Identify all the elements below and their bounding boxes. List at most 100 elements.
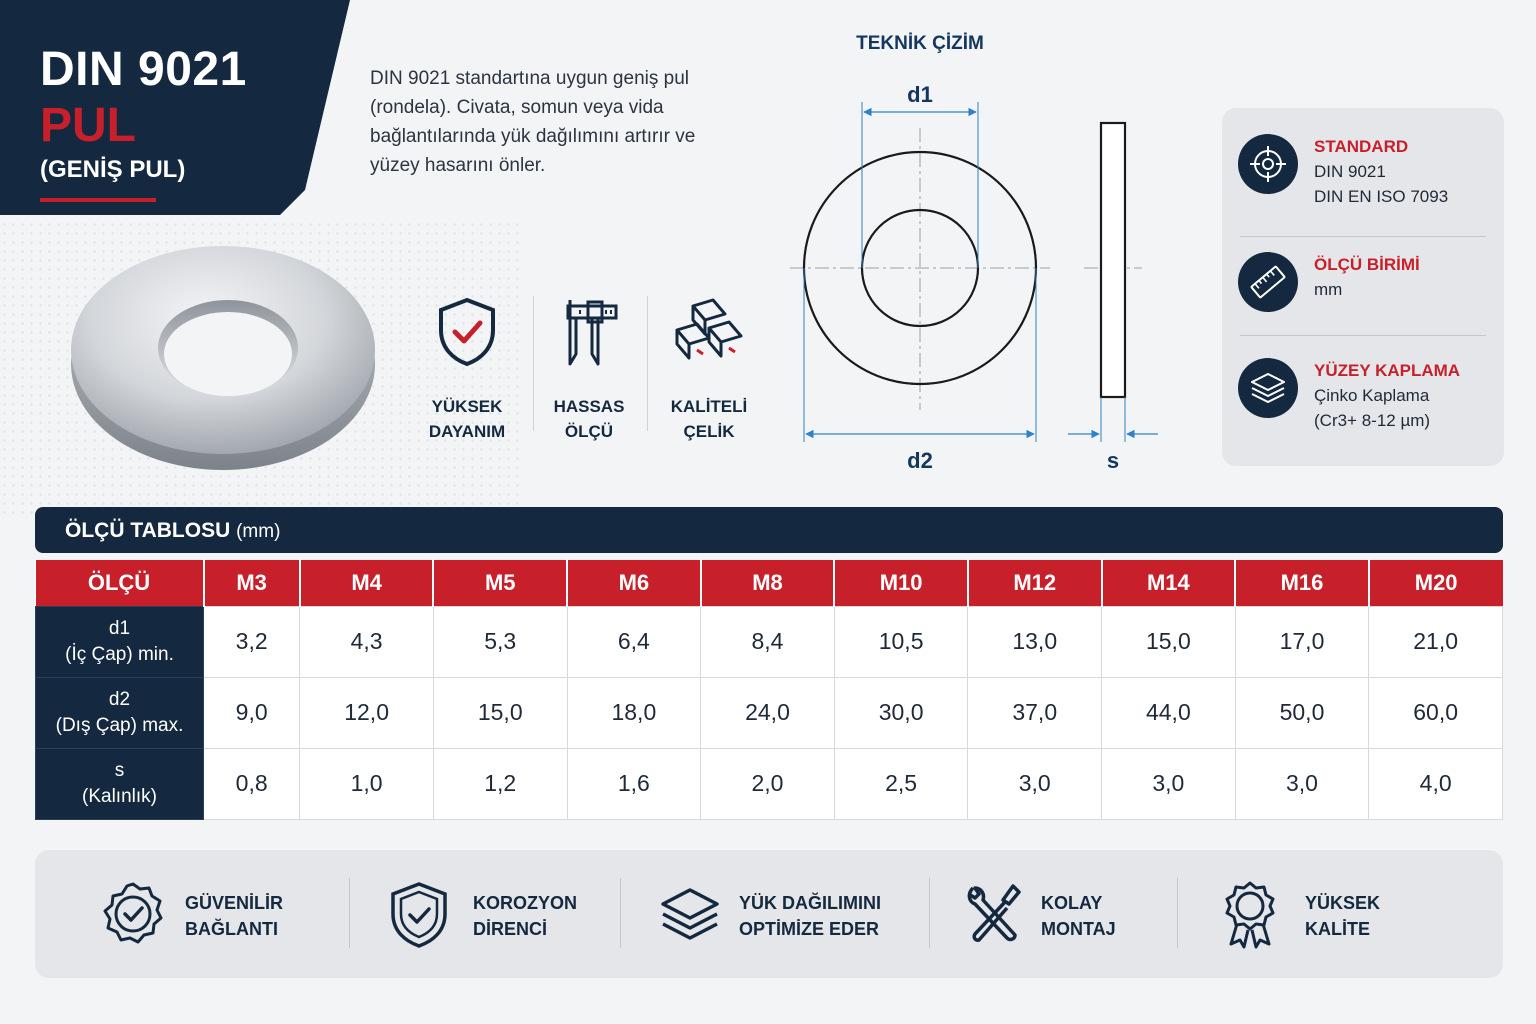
table-cell: 21,0 bbox=[1368, 605, 1503, 678]
layers-icon bbox=[1238, 358, 1298, 418]
info-card: STANDARD DIN 9021 DIN EN ISO 7093 ÖLÇÜ B… bbox=[1222, 108, 1504, 466]
table-cell: 3,0 bbox=[1101, 747, 1236, 820]
info-divider bbox=[1240, 335, 1486, 336]
size-table-header: ÖLÇÜ TABLOSU (mm) bbox=[35, 507, 1503, 553]
row-label: d2 (Dış Çap) max. bbox=[35, 676, 204, 749]
row-label: s (Kalınlık) bbox=[35, 747, 204, 820]
shield-check-icon bbox=[439, 297, 495, 367]
table-cell: 44,0 bbox=[1101, 676, 1236, 749]
feature-label-line1: HASSAS bbox=[553, 397, 625, 416]
dim-d2-label: d2 bbox=[907, 448, 933, 473]
dim-d1-label: d1 bbox=[907, 82, 933, 107]
table-row: d2 (Dış Çap) max. 9,0 12,0 15,0 18,0 24,0… bbox=[35, 676, 1503, 749]
info-standard-head: STANDARD bbox=[1314, 137, 1409, 156]
intro-text: DIN 9021 standartına uygun geniş pul (ro… bbox=[370, 68, 696, 176]
info-standard-line1: DIN 9021 bbox=[1314, 162, 1386, 181]
table-cell: 1,2 bbox=[432, 747, 568, 820]
table-cell: 37,0 bbox=[967, 676, 1103, 749]
row-label-desc: (Dış Çap) max. bbox=[55, 714, 184, 736]
table-column-header: M16 bbox=[1235, 560, 1370, 606]
washer-image bbox=[71, 246, 375, 470]
feature-label-line2: ÇELİK bbox=[683, 422, 735, 441]
feature-quality-steel: KALİTELİ ÇELİK bbox=[654, 296, 764, 444]
table-cell: 8,4 bbox=[700, 605, 835, 678]
table-cell: 1,6 bbox=[566, 747, 702, 820]
target-icon bbox=[1238, 134, 1298, 194]
table-cell: 0,8 bbox=[202, 747, 301, 820]
benefits-bar: GÜVENİLİR BAĞLANTI KOROZYON DİRENCİ YÜK DA… bbox=[35, 850, 1503, 978]
benefit-line2: BAĞLANTI bbox=[185, 919, 278, 939]
feature-precision: HASSAS ÖLÇÜ bbox=[534, 296, 644, 444]
row-label-desc: (İç Çap) min. bbox=[65, 643, 174, 665]
table-cell: 50,0 bbox=[1234, 676, 1370, 749]
table-column-header: M6 bbox=[567, 560, 702, 606]
table-cell: 4,0 bbox=[1368, 747, 1503, 820]
info-standard-line2: DIN EN ISO 7093 bbox=[1314, 187, 1449, 206]
table-column-header: M4 bbox=[299, 560, 435, 606]
table-column-header: M20 bbox=[1368, 560, 1503, 606]
size-table-unit: (mm) bbox=[236, 521, 281, 542]
table-cell: 24,0 bbox=[700, 676, 835, 749]
technical-drawing: d1 d2 s bbox=[790, 82, 1158, 473]
table-column-header: M8 bbox=[700, 560, 836, 606]
benefit-line1: GÜVENİLİR bbox=[185, 893, 284, 913]
size-table: ÖLÇÜ M3 M4 M5 M6 M8 M10 M12 M14 M16 M20 … bbox=[35, 560, 1503, 820]
table-cell: 18,0 bbox=[566, 676, 702, 749]
table-cell: 12,0 bbox=[299, 676, 434, 749]
size-table-title: ÖLÇÜ TABLOSU bbox=[65, 519, 231, 542]
info-coating-line2: (Cr3+ 8-12 µm) bbox=[1314, 411, 1431, 430]
row-label-symbol: d1 bbox=[108, 617, 131, 639]
table-column-header: M5 bbox=[433, 560, 569, 606]
row-label: d1 (İç Çap) min. bbox=[35, 605, 204, 678]
table-column-header: M3 bbox=[203, 560, 301, 606]
steel-bars-icon bbox=[675, 298, 743, 360]
feature-label-line2: ÖLÇÜ bbox=[564, 422, 614, 441]
table-row: s (Kalınlık) 0,8 1,0 1,2 1,6 2,0 2,5 3,0 … bbox=[35, 747, 1503, 820]
table-header-row: ÖLÇÜ M3 M4 M5 M6 M8 M10 M12 M14 M16 M20 bbox=[35, 560, 1503, 606]
technical-drawing-title: TEKNİK ÇİZİM bbox=[856, 33, 984, 54]
shield-check-icon bbox=[391, 882, 447, 948]
table-cell: 3,0 bbox=[1234, 747, 1370, 820]
row-label-desc: (Kalınlık) bbox=[82, 785, 157, 807]
table-cell: 2,0 bbox=[700, 747, 835, 820]
table-cell: 2,5 bbox=[833, 747, 969, 820]
feature-divider bbox=[533, 296, 534, 431]
feature-strength: YÜKSEK DAYANIM bbox=[412, 296, 522, 444]
benefit-divider bbox=[1177, 878, 1178, 948]
table-cell: 60,0 bbox=[1368, 676, 1503, 749]
table-cell: 3,2 bbox=[202, 605, 301, 678]
table-corner-cell: ÖLÇÜ bbox=[35, 560, 205, 606]
badge-check-icon bbox=[103, 882, 163, 944]
feature-divider bbox=[647, 296, 648, 431]
table-cell: 6,4 bbox=[566, 605, 702, 678]
benefit-line1: KOLAY bbox=[1041, 893, 1103, 913]
layers-icon bbox=[661, 888, 719, 940]
info-unit-line1: mm bbox=[1314, 280, 1343, 299]
table-cell: 13,0 bbox=[967, 605, 1103, 678]
page-title: DIN 9021 bbox=[40, 43, 247, 96]
table-cell: 15,0 bbox=[1101, 605, 1236, 678]
info-unit-head: ÖLÇÜ BİRİMİ bbox=[1314, 255, 1420, 274]
benefit-divider bbox=[349, 878, 350, 948]
ruler-icon bbox=[1238, 252, 1298, 312]
benefit-line1: YÜKSEK bbox=[1305, 893, 1381, 913]
caliper-icon bbox=[566, 300, 618, 366]
table-cell: 4,3 bbox=[299, 605, 434, 678]
table-cell: 10,5 bbox=[833, 605, 969, 678]
table-row: d1 (İç Çap) min. 3,2 4,3 5,3 6,4 8,4 10,5… bbox=[35, 605, 1503, 678]
table-cell: 30,0 bbox=[833, 676, 969, 749]
benefit-line1: YÜK DAĞILIMINI bbox=[739, 893, 881, 913]
page-subtitle: PUL bbox=[40, 99, 136, 152]
table-cell: 17,0 bbox=[1234, 605, 1370, 678]
benefit-line1: KOROZYON bbox=[473, 893, 578, 913]
benefit-line2: OPTİMİZE EDER bbox=[739, 919, 880, 939]
benefit-line2: KALİTE bbox=[1305, 919, 1370, 939]
award-icon bbox=[1225, 881, 1275, 949]
table-cell: 1,0 bbox=[299, 747, 434, 820]
info-coating-line1: Çinko Kaplama bbox=[1314, 386, 1430, 405]
row-label-symbol: d2 bbox=[108, 688, 131, 710]
dim-s-label: s bbox=[1107, 448, 1119, 473]
row-label-symbol: s bbox=[114, 759, 125, 781]
info-coating-head: YÜZEY KAPLAMA bbox=[1314, 361, 1461, 380]
table-cell: 9,0 bbox=[202, 676, 301, 749]
